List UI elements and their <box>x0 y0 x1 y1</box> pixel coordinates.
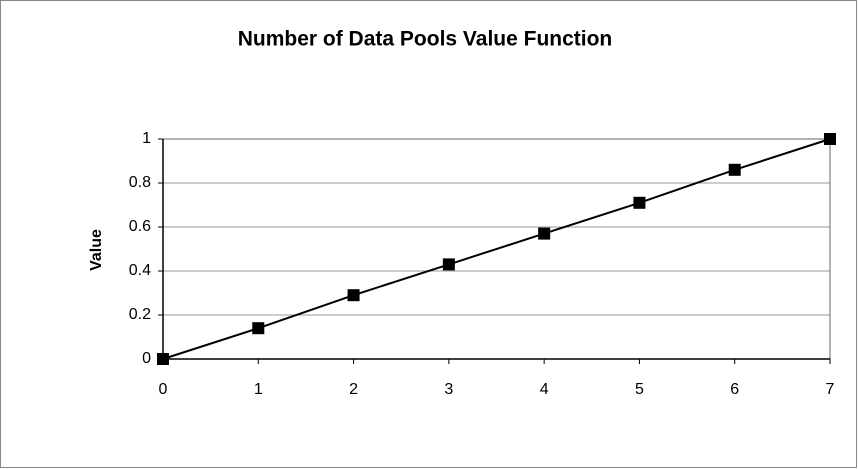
x-tick-label: 5 <box>635 381 644 398</box>
chart-title: Number of Data Pools Value Function <box>238 28 613 51</box>
data-point <box>728 163 741 176</box>
y-tick-label: 0.6 <box>129 218 151 235</box>
y-tick-label: 0.8 <box>129 174 151 191</box>
y-tick-label: 1 <box>142 130 151 147</box>
x-tick-label: 0 <box>159 381 168 398</box>
data-point <box>157 353 169 365</box>
x-tick-label: 1 <box>254 381 263 398</box>
data-point <box>538 227 551 240</box>
y-tick-label: 0 <box>142 350 151 367</box>
y-tick-label: 0.2 <box>129 306 151 323</box>
x-tick-label: 2 <box>349 381 358 398</box>
x-tick-label: 6 <box>730 381 739 398</box>
x-tick-label: 3 <box>444 381 453 398</box>
data-point <box>633 196 646 209</box>
data-point <box>824 133 836 145</box>
data-point <box>442 258 455 271</box>
x-tick-label: 7 <box>826 381 835 398</box>
data-point <box>252 322 265 335</box>
data-line <box>162 138 831 360</box>
y-tick-label: 0.4 <box>129 262 151 279</box>
y-axis-label: Value <box>88 229 105 271</box>
x-tick-label: 4 <box>540 381 549 398</box>
data-point <box>347 289 360 302</box>
